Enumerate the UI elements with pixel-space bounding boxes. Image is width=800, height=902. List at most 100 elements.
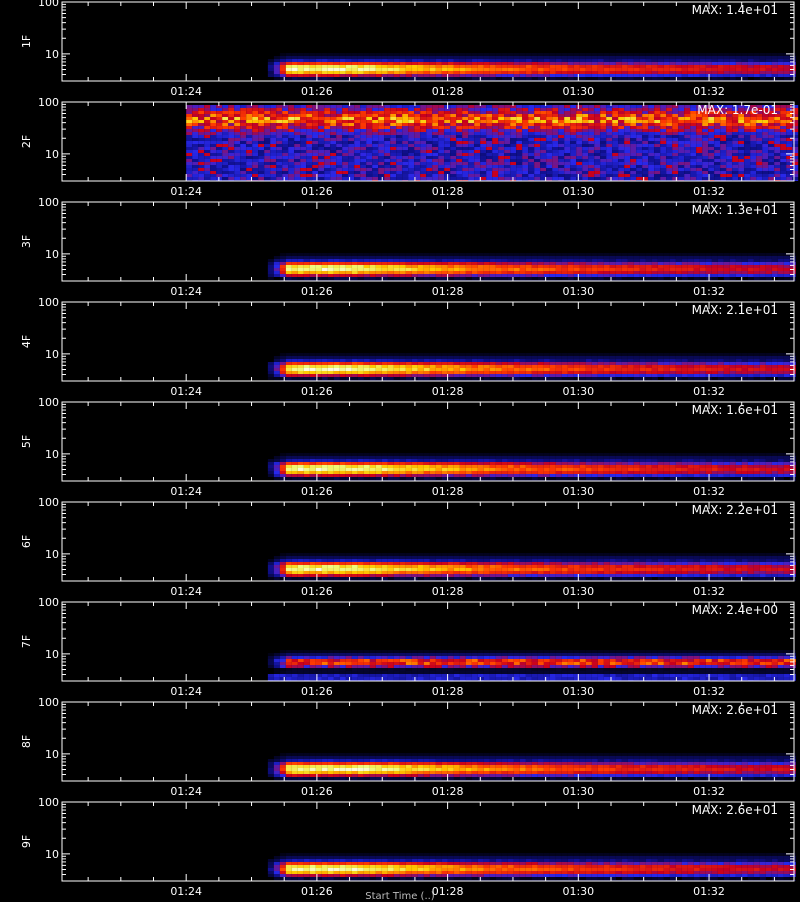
heatmap-cell — [738, 138, 744, 141]
heatmap-cell — [684, 159, 690, 162]
heatmap-cell — [766, 62, 772, 65]
heatmap-cell — [442, 274, 448, 277]
heatmap-cell — [282, 141, 288, 144]
heatmap-cell — [732, 129, 738, 132]
heatmap-cell — [666, 171, 672, 174]
heatmap-cell — [436, 262, 442, 265]
heatmap-cell — [750, 138, 756, 141]
heatmap-cell — [382, 353, 388, 356]
heatmap-cell — [336, 165, 342, 168]
heatmap-cell — [472, 268, 478, 271]
heatmap-cell — [660, 156, 666, 159]
heatmap-cell — [636, 129, 642, 132]
heatmap-cell — [562, 262, 568, 265]
heatmap-cell — [576, 177, 582, 180]
heatmap-cell — [276, 138, 282, 141]
heatmap-cell — [468, 123, 474, 126]
heatmap-cell — [490, 262, 496, 265]
heatmap-cell — [454, 368, 460, 371]
heatmap-cell — [442, 356, 448, 359]
heatmap-cell — [666, 114, 672, 117]
heatmap-cell — [508, 62, 514, 65]
heatmap-cell — [778, 262, 784, 265]
heatmap-cell — [654, 138, 660, 141]
heatmap-cell — [268, 265, 274, 268]
heatmap-cell — [688, 68, 694, 71]
heatmap-cell — [618, 114, 624, 117]
heatmap-cell — [520, 253, 526, 256]
heatmap-cell — [330, 147, 336, 150]
heatmap-cell — [334, 362, 340, 365]
heatmap-cell — [696, 117, 702, 120]
heatmap-cell — [252, 171, 258, 174]
heatmap-cell — [640, 256, 646, 259]
heatmap-cell — [690, 138, 696, 141]
heatmap-cell — [322, 256, 328, 259]
heatmap-cell — [726, 159, 732, 162]
heatmap-cell — [354, 177, 360, 180]
heatmap-cell — [420, 165, 426, 168]
heatmap-cell — [574, 265, 580, 268]
heatmap-cell — [748, 253, 754, 256]
heatmap-cell — [690, 123, 696, 126]
heatmap-cell — [346, 59, 352, 62]
heatmap-cell — [750, 147, 756, 150]
heatmap-cell — [568, 62, 574, 65]
heatmap-cell — [492, 165, 498, 168]
x-tick-label: 01:28 — [432, 285, 464, 298]
heatmap-cell — [492, 168, 498, 171]
heatmap-cell — [204, 141, 210, 144]
heatmap-cell — [582, 105, 588, 108]
heatmap-cell — [622, 262, 628, 265]
heatmap-cell — [708, 150, 714, 153]
heatmap-cell — [288, 150, 294, 153]
heatmap-cell — [754, 274, 760, 277]
heatmap-cell — [760, 256, 766, 259]
heatmap-cell — [730, 262, 736, 265]
heatmap-cell — [612, 165, 618, 168]
heatmap-cell — [204, 150, 210, 153]
heatmap-cell — [412, 274, 418, 277]
heatmap-cell — [436, 377, 442, 380]
heatmap-cell — [424, 65, 430, 68]
heatmap-cell — [540, 141, 546, 144]
heatmap-cell — [726, 123, 732, 126]
heatmap-cell — [324, 126, 330, 129]
heatmap-cell — [594, 150, 600, 153]
heatmap-cell — [666, 141, 672, 144]
heatmap-cell — [340, 359, 346, 362]
heatmap-cell — [288, 117, 294, 120]
heatmap-cell — [720, 165, 726, 168]
heatmap-cell — [384, 126, 390, 129]
heatmap-cell — [726, 144, 732, 147]
heatmap-cell — [390, 177, 396, 180]
heatmap-cell — [774, 120, 780, 123]
heatmap-cell — [478, 53, 484, 56]
heatmap-cell — [556, 77, 562, 80]
heatmap-cell — [450, 159, 456, 162]
heatmap-cell — [352, 374, 358, 377]
heatmap-cell — [576, 147, 582, 150]
heatmap-cell — [366, 165, 372, 168]
heatmap-cell — [264, 117, 270, 120]
heatmap-cell — [460, 71, 466, 74]
heatmap-cell — [750, 162, 756, 165]
heatmap-cell — [684, 171, 690, 174]
heatmap-cell — [490, 62, 496, 65]
heatmap-cell — [622, 62, 628, 65]
heatmap-cell — [360, 114, 366, 117]
heatmap-cell — [396, 147, 402, 150]
heatmap-cell — [298, 362, 304, 365]
heatmap-cell — [276, 153, 282, 156]
heatmap-cell — [604, 62, 610, 65]
heatmap-cell — [784, 277, 790, 280]
heatmap-cell — [628, 71, 634, 74]
heatmap-cell — [388, 68, 394, 71]
heatmap-cell — [316, 253, 322, 256]
heatmap-cell — [462, 156, 468, 159]
heatmap-cell — [474, 150, 480, 153]
heatmap-cell — [186, 150, 192, 153]
heatmap-cell — [664, 268, 670, 271]
heatmap-cell — [298, 71, 304, 74]
heatmap-cell — [570, 171, 576, 174]
